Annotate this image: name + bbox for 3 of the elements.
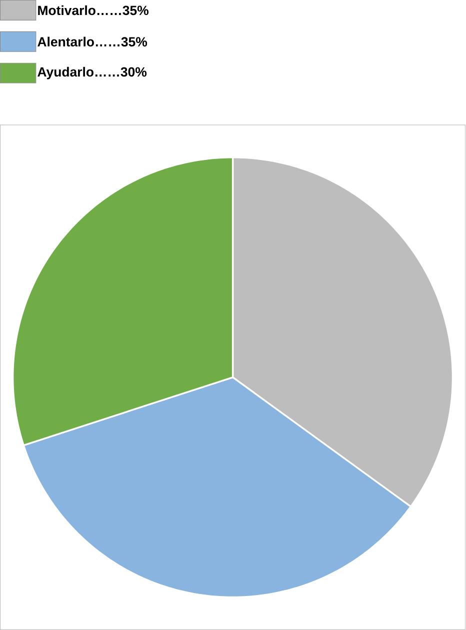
legend-label: Alentarlo……35% (38, 36, 148, 47)
legend-label: Motivarlo……35% (38, 5, 149, 16)
legend-label: Ayudarlo……30% (38, 66, 147, 80)
